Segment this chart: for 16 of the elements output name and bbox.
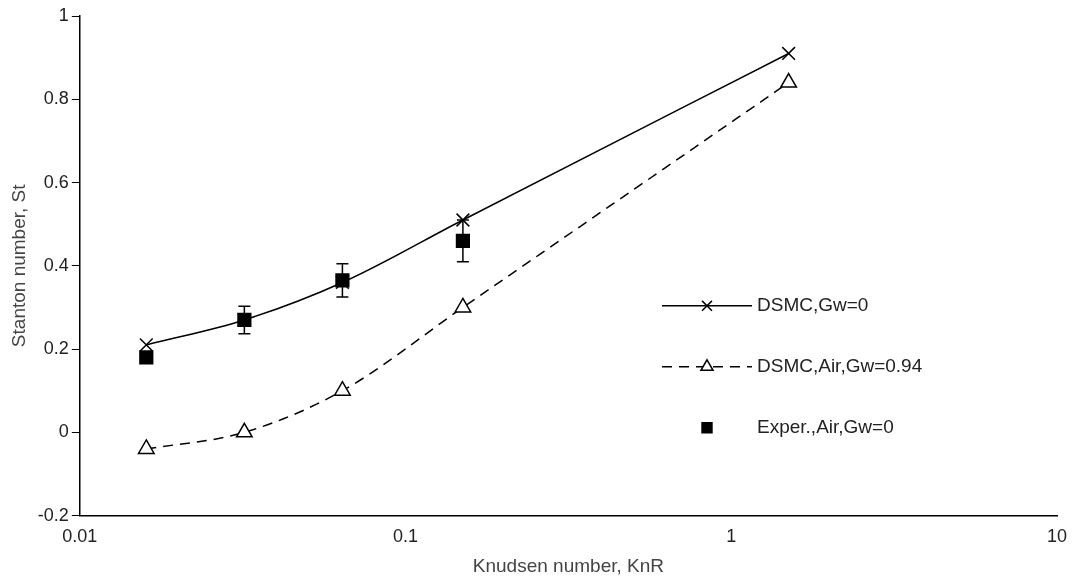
y-tick-label: 0 — [58, 421, 69, 442]
y-axis-title: Stanton number, St — [7, 183, 29, 348]
y-tick-label: 0.2 — [43, 338, 69, 359]
x-tick-label: 10 — [1046, 526, 1068, 547]
legend-label: Exper.,Air,Gw=0 — [757, 416, 894, 438]
y-tick-label: 0.8 — [43, 88, 69, 109]
y-tick-label: 0.6 — [43, 171, 69, 192]
x-tick-label: 0.1 — [393, 526, 419, 547]
y-tick-label: 0.4 — [43, 254, 69, 275]
x-tick-label: 0.01 — [62, 526, 98, 547]
y-tick-label: 1 — [58, 4, 69, 25]
x-axis-title: Knudsen number, KnR — [472, 554, 664, 576]
legend-label: DSMC,Air,Gw=0.94 — [757, 355, 923, 377]
y-tick-label: -0.2 — [37, 504, 69, 525]
legend-label: DSMC,Gw=0 — [757, 294, 869, 316]
x-tick-label: 1 — [726, 526, 737, 547]
